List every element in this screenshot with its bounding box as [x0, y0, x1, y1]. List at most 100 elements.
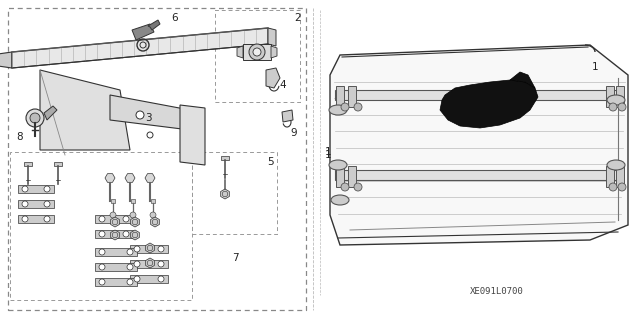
Polygon shape	[95, 215, 133, 223]
Text: 1: 1	[324, 150, 332, 160]
Circle shape	[22, 216, 28, 222]
Circle shape	[110, 212, 116, 218]
Circle shape	[618, 103, 626, 111]
Text: 8: 8	[17, 132, 23, 142]
Polygon shape	[18, 200, 54, 208]
Polygon shape	[18, 215, 54, 223]
Circle shape	[22, 186, 28, 192]
Polygon shape	[440, 80, 538, 128]
Polygon shape	[131, 230, 140, 240]
Bar	[8, 8, 306, 310]
Polygon shape	[40, 70, 130, 150]
Text: 1: 1	[592, 62, 598, 72]
Circle shape	[341, 103, 349, 111]
Text: 2: 2	[294, 13, 301, 23]
Bar	[24, 162, 32, 166]
Circle shape	[30, 113, 40, 123]
Circle shape	[44, 186, 50, 192]
Bar	[192, 152, 277, 234]
Circle shape	[127, 264, 133, 270]
Text: 5: 5	[267, 157, 273, 167]
Polygon shape	[111, 230, 119, 240]
Polygon shape	[336, 86, 344, 107]
Polygon shape	[130, 245, 168, 253]
Circle shape	[609, 183, 617, 191]
Circle shape	[147, 132, 153, 138]
Bar	[131, 199, 135, 203]
Polygon shape	[95, 248, 137, 256]
Circle shape	[341, 183, 349, 191]
Circle shape	[44, 216, 50, 222]
Polygon shape	[125, 174, 135, 182]
Polygon shape	[335, 90, 622, 100]
Polygon shape	[130, 260, 168, 268]
Bar	[215, 10, 300, 102]
Circle shape	[127, 279, 133, 285]
Polygon shape	[132, 24, 154, 40]
Polygon shape	[616, 86, 624, 107]
Circle shape	[99, 231, 105, 237]
Polygon shape	[268, 28, 276, 46]
Circle shape	[158, 246, 164, 252]
Circle shape	[134, 261, 140, 267]
Polygon shape	[111, 217, 119, 227]
Circle shape	[130, 212, 136, 218]
Polygon shape	[0, 52, 12, 68]
Polygon shape	[145, 174, 155, 182]
Polygon shape	[606, 86, 614, 107]
Polygon shape	[348, 166, 356, 187]
Polygon shape	[237, 46, 243, 58]
Circle shape	[134, 246, 140, 252]
Circle shape	[22, 201, 28, 207]
Polygon shape	[221, 189, 229, 199]
Polygon shape	[336, 166, 344, 187]
Circle shape	[99, 264, 105, 270]
Circle shape	[127, 249, 133, 255]
Text: 7: 7	[232, 253, 238, 263]
Polygon shape	[12, 28, 268, 68]
Polygon shape	[146, 258, 154, 268]
Text: 9: 9	[291, 128, 298, 138]
Circle shape	[609, 103, 617, 111]
Polygon shape	[146, 243, 154, 253]
Circle shape	[354, 103, 362, 111]
Bar	[54, 162, 62, 166]
Text: XE091L0700: XE091L0700	[470, 287, 524, 296]
Circle shape	[253, 48, 261, 56]
Text: 1: 1	[324, 147, 332, 157]
Ellipse shape	[329, 160, 347, 170]
Bar	[111, 199, 115, 203]
Polygon shape	[616, 166, 624, 187]
Polygon shape	[18, 185, 54, 193]
Circle shape	[123, 231, 129, 237]
Polygon shape	[510, 72, 535, 88]
Circle shape	[134, 276, 140, 282]
Polygon shape	[335, 170, 622, 180]
Polygon shape	[95, 263, 137, 271]
Ellipse shape	[331, 195, 349, 205]
Text: 6: 6	[172, 13, 179, 23]
Polygon shape	[266, 68, 280, 88]
Polygon shape	[282, 110, 293, 122]
Polygon shape	[105, 174, 115, 182]
Circle shape	[158, 276, 164, 282]
Ellipse shape	[329, 105, 347, 115]
Polygon shape	[95, 278, 137, 286]
Text: 4: 4	[280, 80, 286, 90]
Circle shape	[99, 249, 105, 255]
Circle shape	[99, 216, 105, 222]
Polygon shape	[180, 105, 205, 165]
Polygon shape	[95, 230, 133, 238]
Circle shape	[158, 261, 164, 267]
Polygon shape	[243, 44, 271, 60]
Polygon shape	[131, 217, 140, 227]
Polygon shape	[330, 45, 628, 245]
Circle shape	[618, 183, 626, 191]
Circle shape	[136, 111, 144, 119]
Polygon shape	[110, 95, 190, 130]
Polygon shape	[348, 86, 356, 107]
Circle shape	[99, 279, 105, 285]
Polygon shape	[130, 275, 168, 283]
Text: 3: 3	[145, 113, 151, 123]
Bar	[221, 156, 229, 160]
